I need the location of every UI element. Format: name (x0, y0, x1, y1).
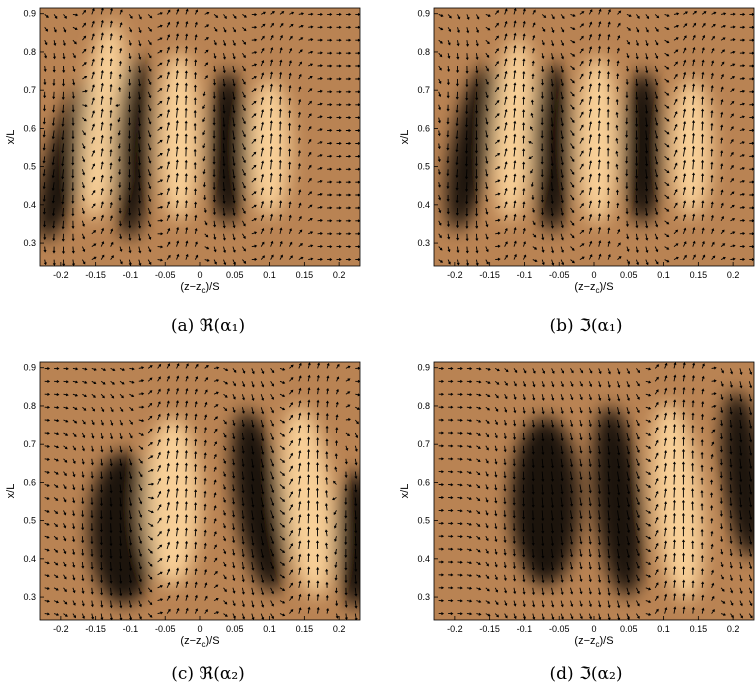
y-tick-label: 0.7 (417, 85, 430, 95)
x-tick-label: -0.15 (85, 270, 106, 280)
y-axis-label: x/L (399, 130, 411, 145)
x-tick-label: -0.05 (155, 270, 176, 280)
x-tick-label: -0.2 (447, 624, 463, 634)
x-tick-label: 0.1 (263, 270, 276, 280)
x-tick-label: -0.05 (549, 624, 570, 634)
plot-panel-b: -0.2 -0.15 -0.1 -0.05 0 0.05 0.1 0.15 0.2 0.9 0.8 0… (394, 0, 756, 300)
x-tick-label: 0 (591, 624, 596, 634)
x-tick-label: 0.15 (690, 624, 708, 634)
y-tick-label: 0.7 (23, 439, 36, 449)
y-tick-label: 0.5 (417, 162, 430, 172)
y-tick-label: 0.9 (23, 363, 36, 373)
y-tick-label: 0.6 (417, 477, 430, 487)
y-tick-label: 0.4 (23, 554, 36, 564)
plot-panel-d: -0.2 -0.15 -0.1 -0.05 0 0.05 0.1 0.15 0.2 0.9 0.8 0… (394, 354, 756, 654)
x-tick-label: 0.2 (727, 270, 740, 280)
y-axis-label: x/L (399, 484, 411, 499)
x-axis-label: (z−zc)/S (180, 281, 219, 295)
x-tick-label: 0.15 (690, 270, 708, 280)
caption-d: (d) ℑ(α₂) (436, 664, 736, 684)
x-tick-label: 0.05 (620, 270, 638, 280)
y-tick-label: 0.6 (23, 123, 36, 133)
x-tick-label: 0.2 (333, 624, 346, 634)
y-tick-label: 0.8 (23, 47, 36, 57)
y-tick-label: 0.8 (23, 401, 36, 411)
x-tick-label: -0.1 (123, 270, 139, 280)
x-tick-label: -0.1 (517, 624, 533, 634)
x-tick-label: 0 (591, 270, 596, 280)
y-tick-label: 0.5 (23, 516, 36, 526)
x-tick-label: 0.2 (727, 624, 740, 634)
bright-band-5 (249, 79, 291, 217)
y-tick-label: 0.5 (417, 516, 430, 526)
y-tick-label: 0.3 (23, 238, 36, 248)
y-tick-label: 0.8 (417, 401, 430, 411)
x-tick-label: -0.05 (549, 270, 570, 280)
bright-band-3 (158, 52, 200, 220)
x-tick-label: 0 (197, 624, 202, 634)
y-tick-label: 0.6 (23, 477, 36, 487)
y-tick-label: 0.4 (417, 200, 430, 210)
x-tick-label: 0.1 (657, 270, 670, 280)
x-axis-label: (z−zc)/S (574, 281, 613, 295)
x-tick-label: -0.15 (479, 270, 500, 280)
caption-a: (a) ℜ(α₁) (58, 316, 358, 336)
x-tick-label: 0.15 (296, 624, 314, 634)
plot-panel-c: -0.2 -0.15 -0.1 -0.05 0 0.05 0.1 0.15 0.2 0.9 0.8 0… (0, 354, 378, 654)
y-tick-label: 0.9 (417, 363, 430, 373)
x-tick-label: -0.2 (53, 270, 69, 280)
y-tick-label: 0.7 (417, 439, 430, 449)
x-tick-label: 0.05 (620, 624, 638, 634)
dark-band-4 (207, 71, 249, 224)
dark-band-0 (511, 417, 581, 585)
x-tick-label: -0.2 (447, 270, 463, 280)
x-tick-label: 0.15 (296, 270, 314, 280)
x-tick-label: 0.1 (263, 624, 276, 634)
y-tick-label: 0.3 (23, 592, 36, 602)
x-tick-label: 0 (197, 270, 202, 280)
bright-band-1 (144, 417, 200, 585)
caption-c: (c) ℜ(α₂) (58, 664, 358, 684)
x-axis-label: (z−zc)/S (180, 635, 219, 649)
y-tick-label: 0.5 (23, 162, 36, 172)
x-tick-label: -0.1 (123, 624, 139, 634)
y-tick-label: 0.4 (417, 554, 430, 564)
x-tick-label: -0.15 (479, 624, 500, 634)
x-tick-label: -0.2 (53, 624, 69, 634)
y-tick-label: 0.4 (23, 200, 36, 210)
x-axis-label: (z−zc)/S (574, 635, 613, 649)
x-tick-label: 0.1 (657, 624, 670, 634)
y-tick-label: 0.6 (417, 123, 430, 133)
x-tick-label: -0.05 (155, 624, 176, 634)
x-tick-label: -0.15 (85, 624, 106, 634)
caption-b: (b) ℑ(α₁) (436, 316, 736, 336)
y-tick-label: 0.8 (417, 47, 430, 57)
y-axis-label: x/L (5, 484, 17, 499)
y-axis-label: x/L (5, 130, 17, 145)
plot-panel-a: -0.2 -0.15 -0.1 -0.05 0 0.05 0.1 0.15 0.2 0.9 0.8 0… (0, 0, 378, 300)
plot-area (434, 362, 756, 620)
y-tick-label: 0.9 (23, 9, 36, 19)
plot-area (24, 8, 360, 266)
plot-area (40, 362, 377, 620)
y-tick-label: 0.9 (417, 9, 430, 19)
x-tick-label: 0.2 (333, 270, 346, 280)
x-tick-label: 0.05 (226, 270, 244, 280)
y-tick-label: 0.7 (23, 85, 36, 95)
x-tick-label: -0.1 (517, 270, 533, 280)
x-tick-label: 0.05 (226, 624, 244, 634)
plot-area (434, 8, 754, 266)
y-tick-label: 0.3 (417, 238, 430, 248)
y-tick-label: 0.3 (417, 592, 430, 602)
